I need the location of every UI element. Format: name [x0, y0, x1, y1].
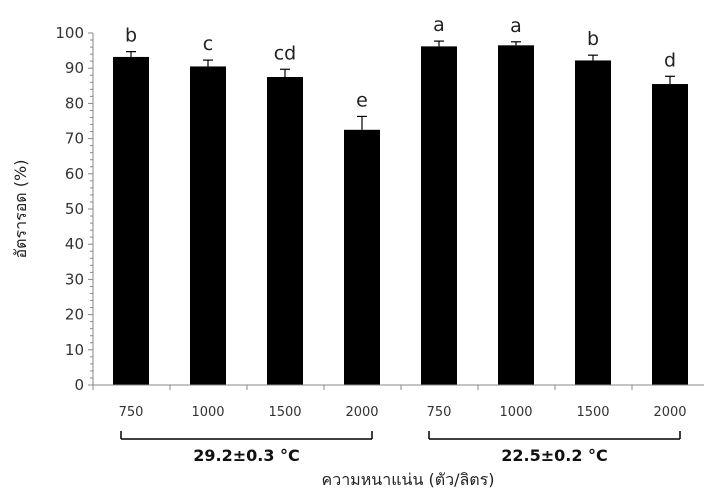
- y-tick-label: 40: [65, 235, 84, 253]
- significance-label: e: [356, 89, 368, 111]
- x-axis: 750 1000 1500 2000 750 1000 1500 2000: [92, 384, 704, 420]
- y-tick-label: 70: [65, 130, 84, 148]
- bar: [575, 60, 611, 386]
- significance-label: a: [433, 14, 445, 36]
- y-tick-label: 60: [65, 165, 84, 183]
- y-axis-title: อัตรารอด (%): [11, 160, 30, 259]
- y-tick-label: 20: [65, 306, 84, 324]
- x-tick-label: 2000: [653, 405, 686, 420]
- group-label: 22.5±0.2 °C: [501, 446, 608, 465]
- x-tick-label: 750: [119, 405, 144, 420]
- x-axis-title: ความหนาแน่น (ตัว/ลิตร): [322, 470, 495, 489]
- x-tick-label: 1000: [499, 405, 532, 420]
- y-tick-label: 80: [65, 94, 84, 112]
- bar: [344, 129, 380, 385]
- bar: [190, 66, 226, 385]
- y-tick-label: 30: [65, 270, 84, 288]
- significance-label: cd: [274, 42, 297, 64]
- temperature-groups: 29.2±0.3 °C 22.5±0.2 °C: [120, 431, 681, 465]
- significance-label: c: [203, 33, 213, 55]
- significance-label: b: [587, 28, 599, 50]
- y-axis: 0 10 20 30 40 50 60 70 80 90 100: [55, 24, 94, 394]
- significance-label: a: [510, 15, 522, 37]
- significance-label: b: [125, 25, 137, 47]
- bar: [267, 77, 303, 385]
- x-tick-label: 1000: [191, 405, 224, 420]
- group-label: 29.2±0.3 °C: [193, 446, 300, 465]
- y-tick-label: 90: [65, 59, 84, 77]
- x-tick-label: 750: [427, 405, 452, 420]
- bar: [113, 56, 149, 385]
- bar: [652, 84, 688, 385]
- y-tick-label: 10: [65, 341, 84, 359]
- y-tick-label: 100: [55, 24, 84, 42]
- bars: b c cd e a a b d: [113, 14, 688, 386]
- bar: [421, 46, 457, 385]
- x-tick-label: 1500: [268, 405, 301, 420]
- bar: [498, 45, 534, 385]
- significance-label: d: [664, 49, 676, 71]
- y-tick-label: 50: [65, 200, 84, 218]
- y-tick-label: 0: [74, 376, 84, 394]
- x-tick-label: 1500: [576, 405, 609, 420]
- x-tick-label: 2000: [345, 405, 378, 420]
